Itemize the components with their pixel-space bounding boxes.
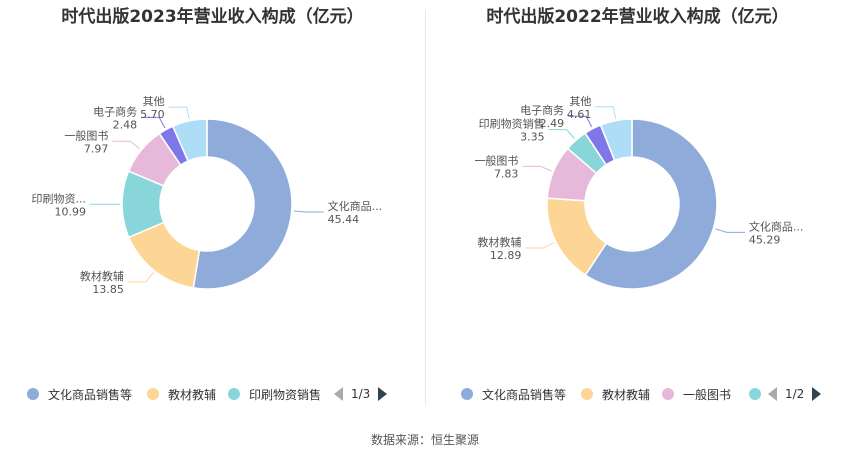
donut-slice-5[interactable] (171, 118, 208, 162)
data-source: 数据来源：恒生聚源 (370, 433, 479, 447)
slice-value-2: 7.83 (494, 167, 519, 180)
slice-value-1: 12.89 (490, 249, 522, 262)
leader-line-3 (112, 140, 141, 150)
next-page-icon[interactable] (812, 387, 822, 401)
slice-value-5: 4.61 (567, 108, 592, 121)
prev-page-icon[interactable] (768, 387, 777, 401)
slice-label-3: 一般图书 (64, 129, 108, 142)
slice-value-4: 2.49 (540, 117, 565, 130)
slice-label-0: 文化商品... (328, 199, 383, 213)
legend-label: 一般图书 (683, 387, 732, 402)
legend-page-indicator: 1/2 (785, 387, 805, 401)
legend-item[interactable]: 文化商品销售等 (27, 381, 132, 407)
legend-label: 印刷物资销售 (249, 387, 322, 402)
slice-value-3: 7.97 (84, 142, 109, 155)
legend-marker (749, 388, 761, 400)
slice-label-1: 教材教辅 (80, 269, 124, 283)
leader-line-1 (127, 272, 154, 283)
leader-line-0 (293, 210, 324, 213)
leader-line-2 (522, 165, 552, 172)
slice-label-4: 电子商务 (520, 103, 564, 117)
legend: 文化商品销售等 教材教辅 印刷物资销售 1/3 (0, 381, 425, 407)
leader-line-4 (568, 115, 593, 128)
legend-item[interactable]: 教材教辅 (581, 381, 650, 407)
leader-line-1 (525, 242, 555, 249)
slice-label-5: 其他 (569, 95, 591, 108)
next-page-icon[interactable] (378, 387, 388, 401)
leader-line-5 (595, 106, 617, 119)
legend-item[interactable]: 文化商品销售等 (461, 381, 566, 407)
slice-label-5: 其他 (143, 95, 165, 108)
slice-value-5: 5.70 (140, 108, 165, 121)
legend-label: 教材教辅 (602, 387, 651, 402)
chart-title: 时代出版2022年营业收入构成（亿元） (486, 7, 789, 27)
donut-slice-0[interactable] (192, 118, 293, 290)
legend-marker (662, 388, 674, 400)
slice-label-2: 印刷物资... (32, 191, 87, 205)
leader-line-5 (168, 106, 190, 119)
legend-pager: 1/3 (334, 381, 388, 407)
slice-label-1: 教材教辅 (477, 235, 521, 249)
donut-slice-0[interactable] (584, 118, 718, 290)
slice-label-3: 印刷物资销售 (479, 117, 545, 131)
legend-item[interactable] (749, 381, 770, 407)
legend-marker (581, 388, 593, 400)
legend-label: 文化商品销售等 (48, 387, 133, 402)
slice-label-0: 文化商品... (749, 219, 804, 233)
legend-pager: 1/2 (768, 381, 822, 407)
legend-item[interactable]: 一般图书 (662, 381, 731, 407)
legend-label: 文化商品销售等 (482, 387, 567, 402)
legend-marker (228, 388, 240, 400)
legend-marker (461, 388, 473, 400)
legend-item[interactable]: 印刷物资销售 (228, 381, 321, 407)
slice-value-3: 3.35 (520, 131, 545, 144)
legend-marker (27, 388, 39, 400)
donut-slice-5[interactable] (599, 118, 633, 162)
legend: 文化商品销售等 教材教辅 一般图书 1/2 (425, 381, 850, 407)
legend-page-indicator: 1/3 (351, 387, 371, 401)
leader-line-3 (548, 129, 575, 139)
legend-label: 教材教辅 (168, 387, 217, 402)
panel-divider (425, 10, 426, 405)
slice-value-2: 10.99 (55, 205, 87, 218)
slice-value-0: 45.29 (749, 233, 781, 246)
chart-title: 时代出版2023年营业收入构成（亿元） (61, 7, 364, 27)
prev-page-icon[interactable] (334, 387, 343, 401)
leader-line-4 (141, 116, 166, 129)
slice-label-2: 一般图书 (474, 154, 518, 167)
leader-line-0 (715, 228, 745, 233)
legend-item[interactable]: 教材教辅 (147, 381, 216, 407)
slice-value-1: 13.85 (92, 283, 124, 296)
slice-value-0: 45.44 (328, 213, 360, 226)
chart-panel-2023: 时代出版2023年营业收入构成（亿元） 文化商品... 45.44 教材教辅 13.8… (0, 0, 425, 415)
slice-value-4: 2.48 (113, 118, 138, 131)
legend-marker (147, 388, 159, 400)
slice-label-4: 电子商务 (93, 104, 137, 118)
chart-panel-2022: 时代出版2022年营业收入构成（亿元） 文化商品... 45.29 教材教辅 12.8… (425, 0, 850, 415)
